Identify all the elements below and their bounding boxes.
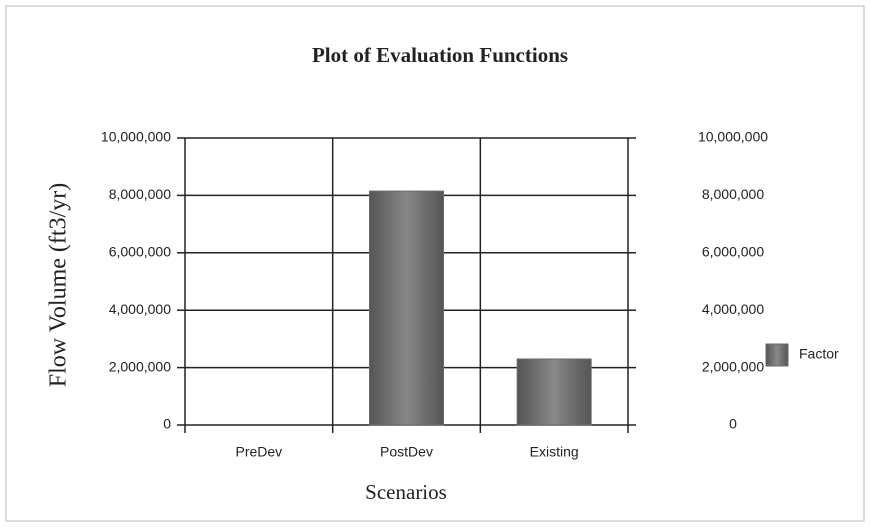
x-tick-label: Existing	[530, 444, 579, 460]
chart-title: Plot of Evaluation Functions	[312, 43, 568, 67]
y-tick-label: 4,000,000	[109, 301, 171, 317]
y-tick-label: 8,000,000	[109, 186, 171, 202]
y-tick-label: 10,000,000	[101, 129, 171, 145]
x-axis-label: Scenarios	[365, 480, 447, 504]
y2-tick-label: 6,000,000	[702, 244, 764, 260]
y-tick-label: 6,000,000	[109, 244, 171, 260]
x-tick-label: PreDev	[235, 444, 282, 460]
legend-label: Factor	[799, 346, 839, 362]
y2-tick-label: 2,000,000	[702, 358, 764, 374]
legend-swatch	[765, 343, 789, 367]
y2-tick-label: 8,000,000	[702, 186, 764, 202]
y-tick-label: 2,000,000	[109, 358, 171, 374]
bar	[516, 358, 592, 426]
y-axis-label: Flow Volume (ft3/yr)	[46, 183, 72, 387]
bar	[369, 190, 444, 426]
y2-tick-label: 0	[729, 416, 737, 432]
y2-tick-label: 4,000,000	[702, 301, 764, 317]
x-tick-label: PostDev	[380, 444, 433, 460]
y-tick-label: 0	[163, 416, 171, 432]
y2-tick-label: 10,000,000	[698, 129, 768, 145]
